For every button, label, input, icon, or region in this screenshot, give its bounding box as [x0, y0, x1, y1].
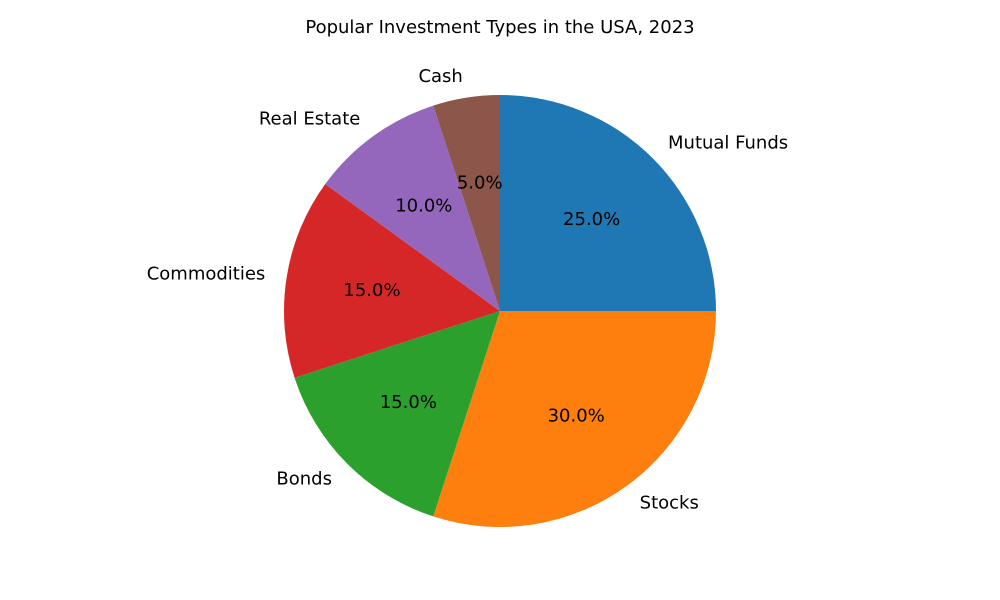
slice-label-cash: Cash	[418, 66, 462, 87]
slice-label-stocks: Stocks	[640, 493, 699, 514]
pie-slice-bonds	[294, 311, 500, 517]
pct-label-bonds: 15.0%	[380, 392, 437, 413]
pie-slices	[283, 95, 717, 528]
pie-slice-cash	[433, 95, 500, 311]
pie-slice-stocks	[433, 311, 717, 528]
pie-labels: Mutual Funds Stocks Bonds Commodities Real E…	[147, 66, 788, 514]
slice-label-bonds: Bonds	[276, 469, 332, 490]
pie-percent-labels: 25.0% 30.0% 15.0% 15.0% 10.0%5.0%	[343, 172, 620, 426]
pct-label-real-estate: 10.0%	[395, 196, 452, 217]
pct-label-stocks: 30.0%	[548, 405, 605, 426]
pie-slice-mutual-funds	[500, 95, 716, 311]
pie-slice-commodities	[283, 184, 500, 378]
slice-label-real-estate: Real Estate	[259, 108, 361, 129]
pct-label-commodities: 15.0%	[343, 280, 400, 301]
pct-label-mutual-funds: 25.0%	[563, 209, 620, 230]
slice-label-commodities: Commodities	[147, 263, 266, 284]
chart-title: Popular Investment Types in the USA, 202…	[305, 17, 694, 38]
slice-label-mutual-funds: Mutual Funds	[668, 132, 788, 153]
pct-label-cash: 5.0%	[457, 172, 503, 193]
pie-slice-real-estate	[325, 105, 500, 311]
